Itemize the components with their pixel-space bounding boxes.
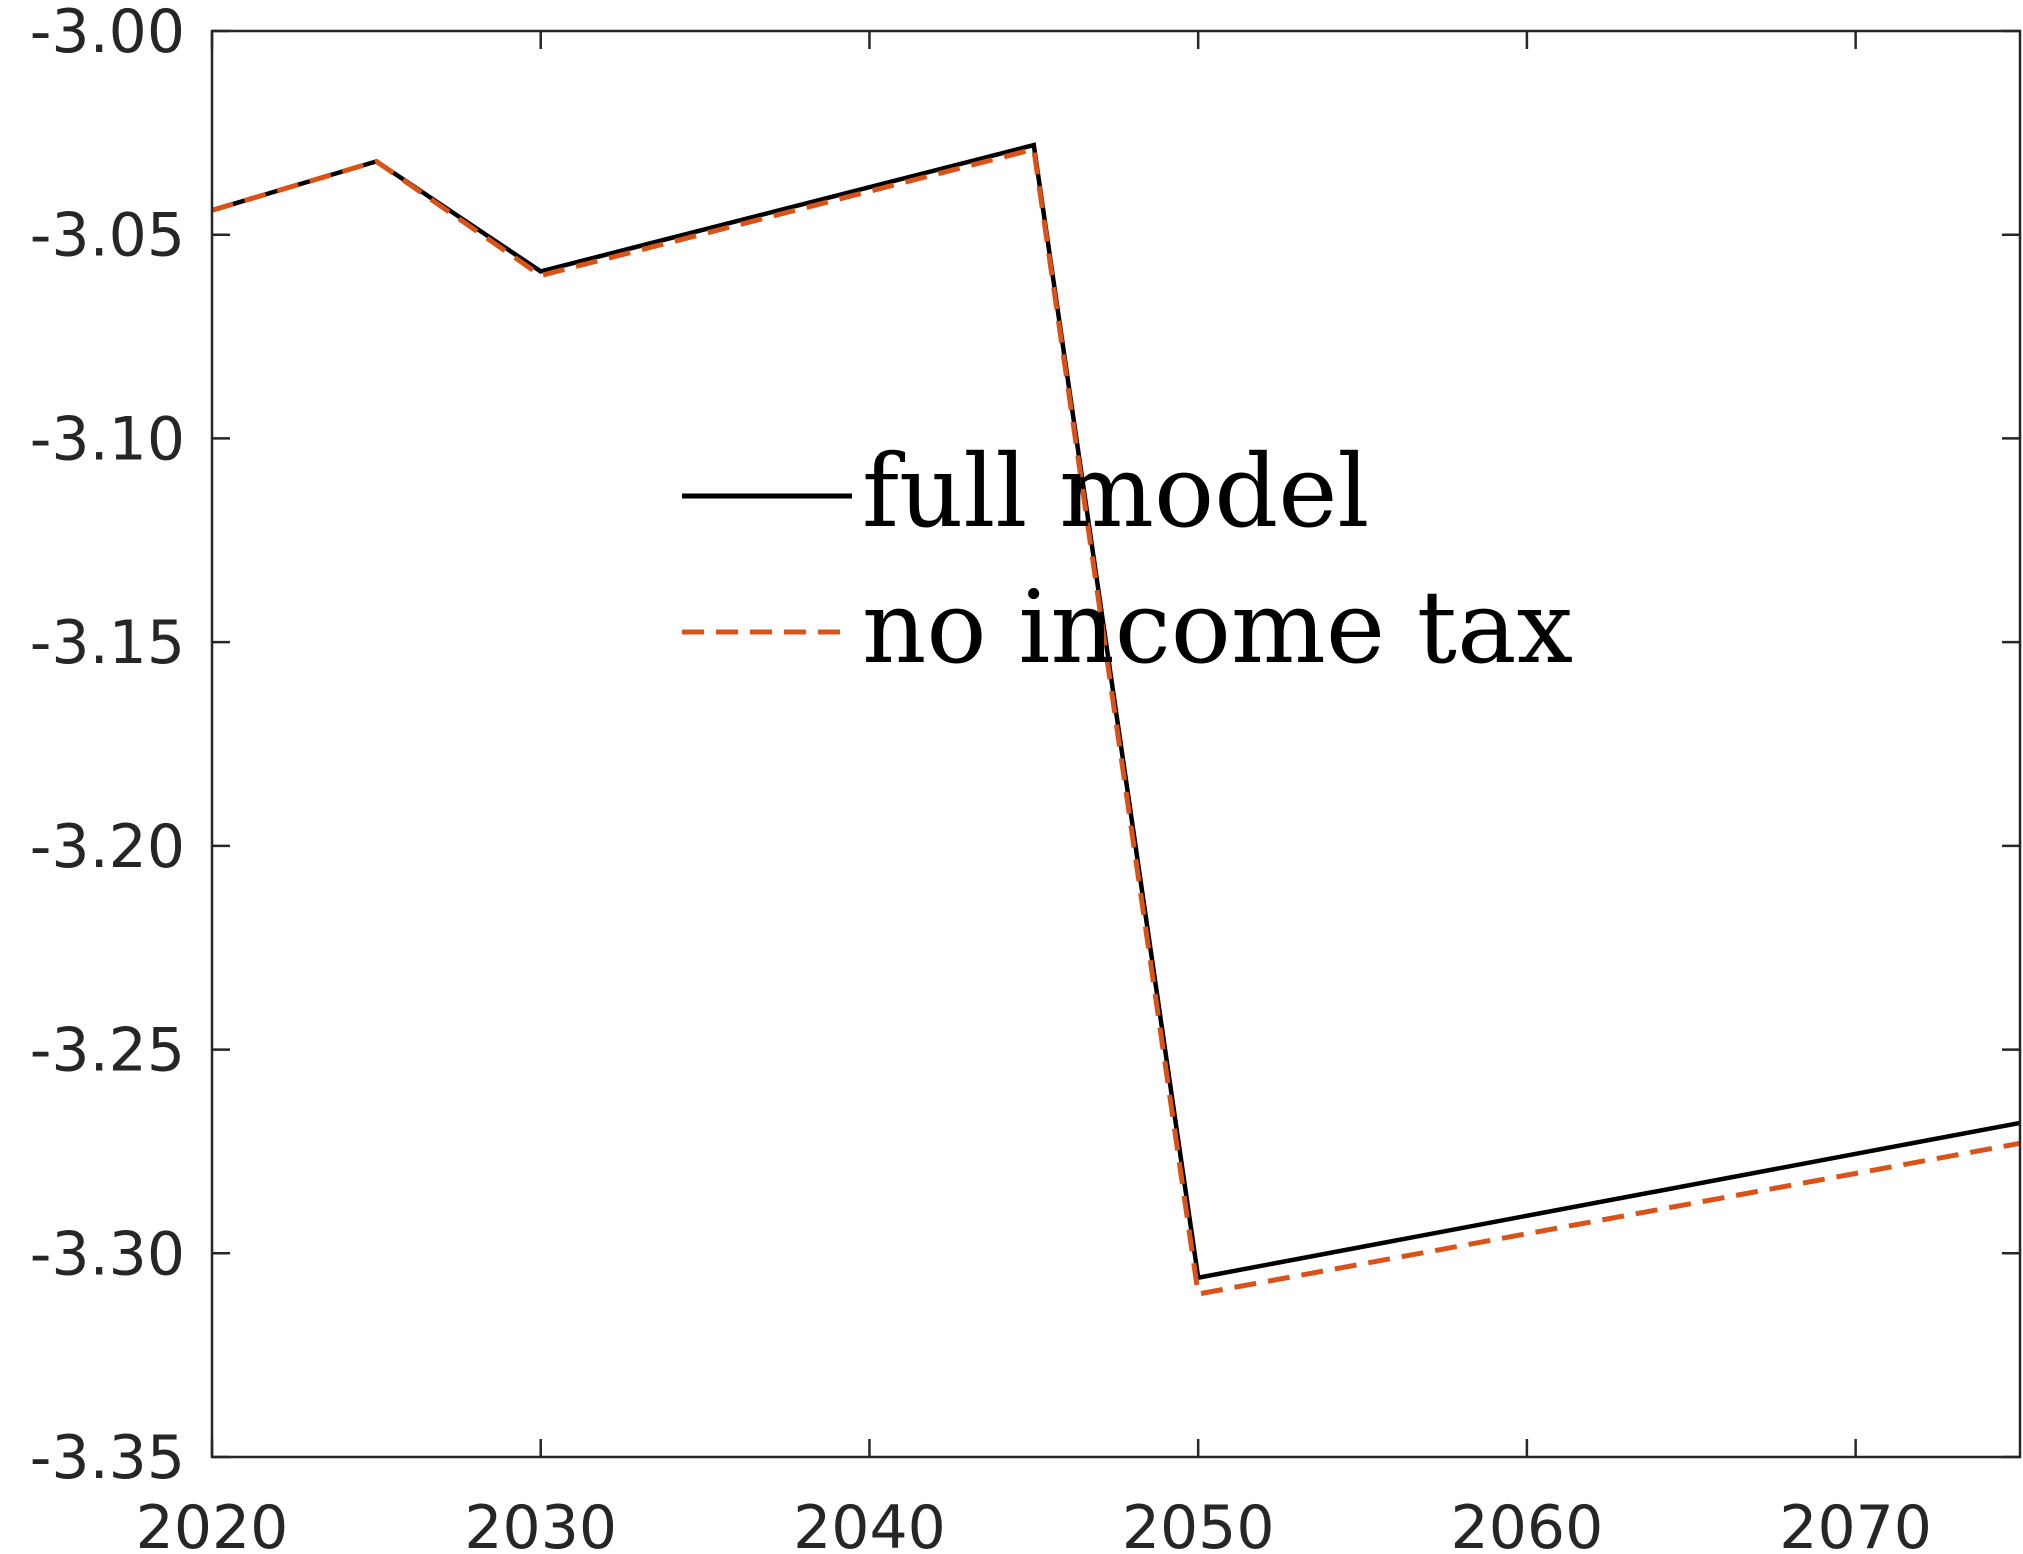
y-tick-label-4: -3.15: [30, 608, 185, 678]
x-tick-label-4: 2060: [1451, 1493, 1604, 1554]
y-tick-label-0: -3.35: [30, 1423, 185, 1493]
y-tick-label-6: -3.05: [30, 201, 185, 271]
legend-label-no-income-tax: no income tax: [862, 569, 1573, 686]
x-tick-label-5: 2070: [1779, 1493, 1932, 1554]
series-layer: [211, 142, 2021, 1297]
y-tick-label-3: -3.20: [30, 812, 185, 882]
y-tick-label-2: -3.25: [30, 1016, 185, 1086]
x-tick-label-2: 2040: [793, 1493, 946, 1554]
x-tick-label-0: 2020: [136, 1493, 289, 1554]
series-line-1: [211, 146, 2021, 1297]
x-tick-label-3: 2050: [1122, 1493, 1275, 1554]
y-tick-label-5: -3.10: [30, 404, 185, 474]
plot-frame: [210, 29, 2022, 1459]
y-tick-label-7: -3.00: [30, 0, 185, 67]
legend: full model no income tax: [682, 433, 1573, 686]
plot-background: [212, 31, 2020, 1457]
axes-layer: 2020 2030 2040 2050 2060 2070 -3.35 -3.30 -3.25 -…: [30, 0, 2022, 1554]
legend-label-full-model: full model: [862, 433, 1369, 550]
x-tick-label-1: 2030: [464, 1493, 617, 1554]
y-tick-label-1: -3.30: [30, 1219, 185, 1289]
